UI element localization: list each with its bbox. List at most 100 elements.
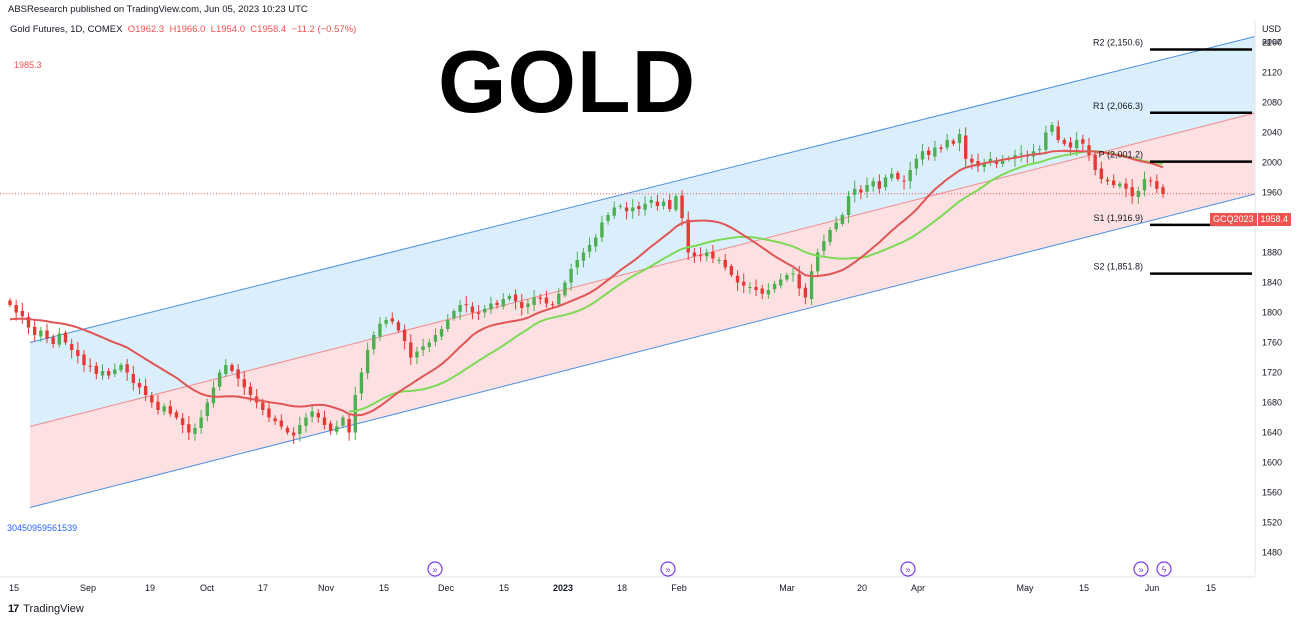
candle[interactable] [649, 196, 653, 209]
candle[interactable] [267, 401, 271, 422]
event-marker-icon[interactable] [1133, 561, 1149, 577]
candle[interactable] [119, 362, 123, 373]
candle[interactable] [409, 334, 413, 365]
candle[interactable] [137, 378, 142, 395]
candle[interactable] [341, 415, 345, 428]
candle[interactable] [655, 194, 660, 211]
candle[interactable] [501, 293, 505, 310]
candle[interactable] [94, 362, 99, 380]
candle[interactable] [729, 263, 734, 278]
candle[interactable] [1155, 174, 1159, 194]
candle[interactable] [421, 338, 425, 356]
candle[interactable] [963, 127, 968, 167]
event-lightning-icon[interactable] [1156, 561, 1172, 577]
candle[interactable] [766, 283, 771, 299]
candle[interactable] [896, 170, 900, 182]
candle[interactable] [20, 302, 25, 324]
candle[interactable] [180, 413, 185, 434]
candle[interactable] [711, 245, 715, 263]
candle[interactable] [1111, 174, 1116, 189]
candle[interactable] [982, 158, 986, 173]
candle[interactable] [76, 341, 80, 364]
candle[interactable] [779, 273, 783, 289]
candle[interactable] [82, 350, 86, 372]
candle[interactable] [668, 194, 672, 212]
candle[interactable] [113, 363, 117, 378]
candle[interactable] [890, 167, 894, 182]
candle[interactable] [631, 199, 635, 219]
candle[interactable] [686, 211, 690, 260]
candle[interactable] [217, 369, 222, 391]
candle[interactable] [100, 364, 105, 380]
candle[interactable] [32, 319, 37, 341]
candle[interactable] [1019, 145, 1023, 162]
candle[interactable] [143, 378, 148, 402]
symbol-name[interactable]: Gold Futures, 1D, COMEX [10, 24, 123, 35]
candle[interactable] [532, 290, 536, 311]
candle[interactable] [754, 279, 758, 297]
candle[interactable] [304, 413, 308, 433]
candle[interactable] [828, 227, 832, 246]
candle[interactable] [624, 202, 629, 220]
candle[interactable] [273, 415, 277, 425]
candle[interactable] [927, 146, 931, 161]
candle[interactable] [853, 180, 857, 203]
candle[interactable] [279, 414, 283, 430]
candle[interactable] [452, 308, 456, 321]
candle[interactable] [600, 215, 604, 242]
candle[interactable] [902, 175, 906, 190]
candle[interactable] [933, 140, 937, 161]
candle[interactable] [402, 324, 407, 350]
candle[interactable] [335, 420, 339, 435]
candle[interactable] [328, 420, 333, 435]
candle[interactable] [1081, 134, 1085, 151]
candle[interactable] [1056, 120, 1060, 144]
candle[interactable] [612, 201, 616, 219]
candle[interactable] [859, 185, 863, 200]
candle[interactable] [557, 287, 561, 308]
candle[interactable] [735, 270, 740, 291]
candle[interactable] [205, 398, 210, 422]
candle[interactable] [939, 144, 943, 153]
candle[interactable] [1130, 179, 1134, 204]
candle[interactable] [427, 338, 431, 353]
candle[interactable] [785, 272, 789, 282]
candle[interactable] [618, 203, 623, 209]
candle[interactable] [353, 386, 357, 440]
candle[interactable] [1050, 122, 1054, 136]
candle[interactable] [538, 293, 542, 305]
candle[interactable] [211, 380, 216, 408]
candle[interactable] [606, 212, 610, 225]
candle[interactable] [489, 296, 493, 314]
candle[interactable] [840, 212, 845, 227]
candle[interactable] [57, 327, 62, 348]
candle[interactable] [976, 153, 980, 173]
candle[interactable] [347, 413, 351, 441]
candle[interactable] [809, 263, 814, 305]
candle[interactable] [945, 134, 949, 151]
candle[interactable] [230, 362, 234, 374]
candle[interactable] [544, 290, 549, 308]
candle[interactable] [507, 293, 512, 302]
candle[interactable] [162, 403, 166, 416]
candle[interactable] [846, 191, 851, 224]
candle[interactable] [8, 298, 12, 308]
candle[interactable] [692, 248, 697, 263]
candle[interactable] [1099, 161, 1104, 184]
candle[interactable] [316, 409, 320, 423]
candle[interactable] [396, 320, 401, 333]
candle[interactable] [674, 194, 678, 212]
candle[interactable] [69, 338, 74, 359]
candle[interactable] [723, 254, 727, 271]
candle[interactable] [1136, 186, 1141, 204]
candle[interactable] [951, 138, 956, 147]
candle[interactable] [581, 248, 586, 268]
candle[interactable] [285, 425, 290, 435]
candle[interactable] [378, 317, 382, 341]
candle[interactable] [14, 299, 18, 321]
channel-upper-line[interactable] [29, 36, 1256, 343]
candle[interactable] [803, 283, 808, 305]
candle[interactable] [298, 416, 302, 442]
candle[interactable] [834, 216, 838, 233]
